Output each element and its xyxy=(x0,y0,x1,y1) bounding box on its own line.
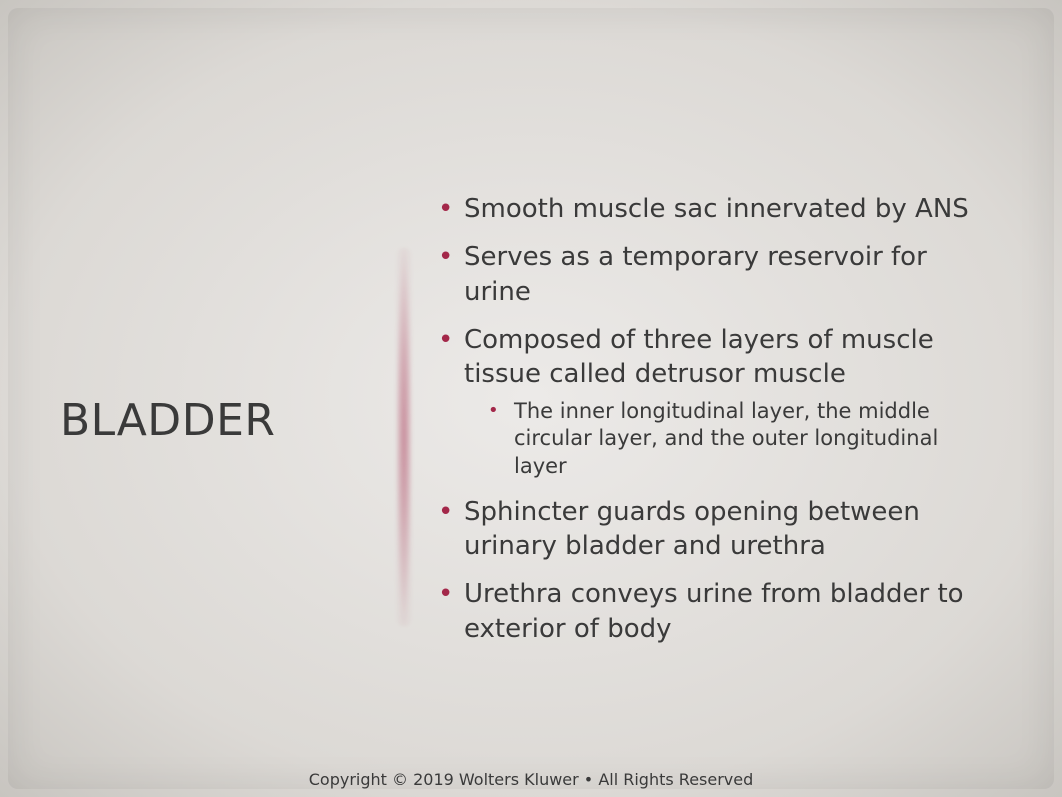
bullet-text: Serves as a temporary reservoir for urin… xyxy=(464,242,927,306)
bullet-item: Composed of three layers of muscle tissu… xyxy=(438,323,978,481)
vertical-divider xyxy=(396,248,412,626)
bullet-text: Composed of three layers of muscle tissu… xyxy=(464,325,934,389)
slide-title: BLADDER xyxy=(60,395,380,446)
content-area: Smooth muscle sac innervated by ANS Serv… xyxy=(438,192,978,660)
bullet-item: Smooth muscle sac innervated by ANS xyxy=(438,192,978,226)
bullet-list: Smooth muscle sac innervated by ANS Serv… xyxy=(438,192,978,646)
bullet-item: Sphincter guards opening between urinary… xyxy=(438,495,978,564)
bullet-item: Serves as a temporary reservoir for urin… xyxy=(438,240,978,309)
copyright-footer: Copyright © 2019 Wolters Kluwer • All Ri… xyxy=(0,770,1062,789)
bullet-text: Sphincter guards opening between urinary… xyxy=(464,497,920,561)
bullet-text: Smooth muscle sac innervated by ANS xyxy=(464,194,969,224)
bullet-text: Urethra conveys urine from bladder to ex… xyxy=(464,579,964,643)
bullet-item: Urethra conveys urine from bladder to ex… xyxy=(438,577,978,646)
sub-bullet-text: The inner longitudinal layer, the middle… xyxy=(514,399,938,478)
title-area: BLADDER xyxy=(60,395,380,446)
sub-bullet-list: The inner longitudinal layer, the middle… xyxy=(488,398,978,481)
sub-bullet-item: The inner longitudinal layer, the middle… xyxy=(488,398,978,481)
